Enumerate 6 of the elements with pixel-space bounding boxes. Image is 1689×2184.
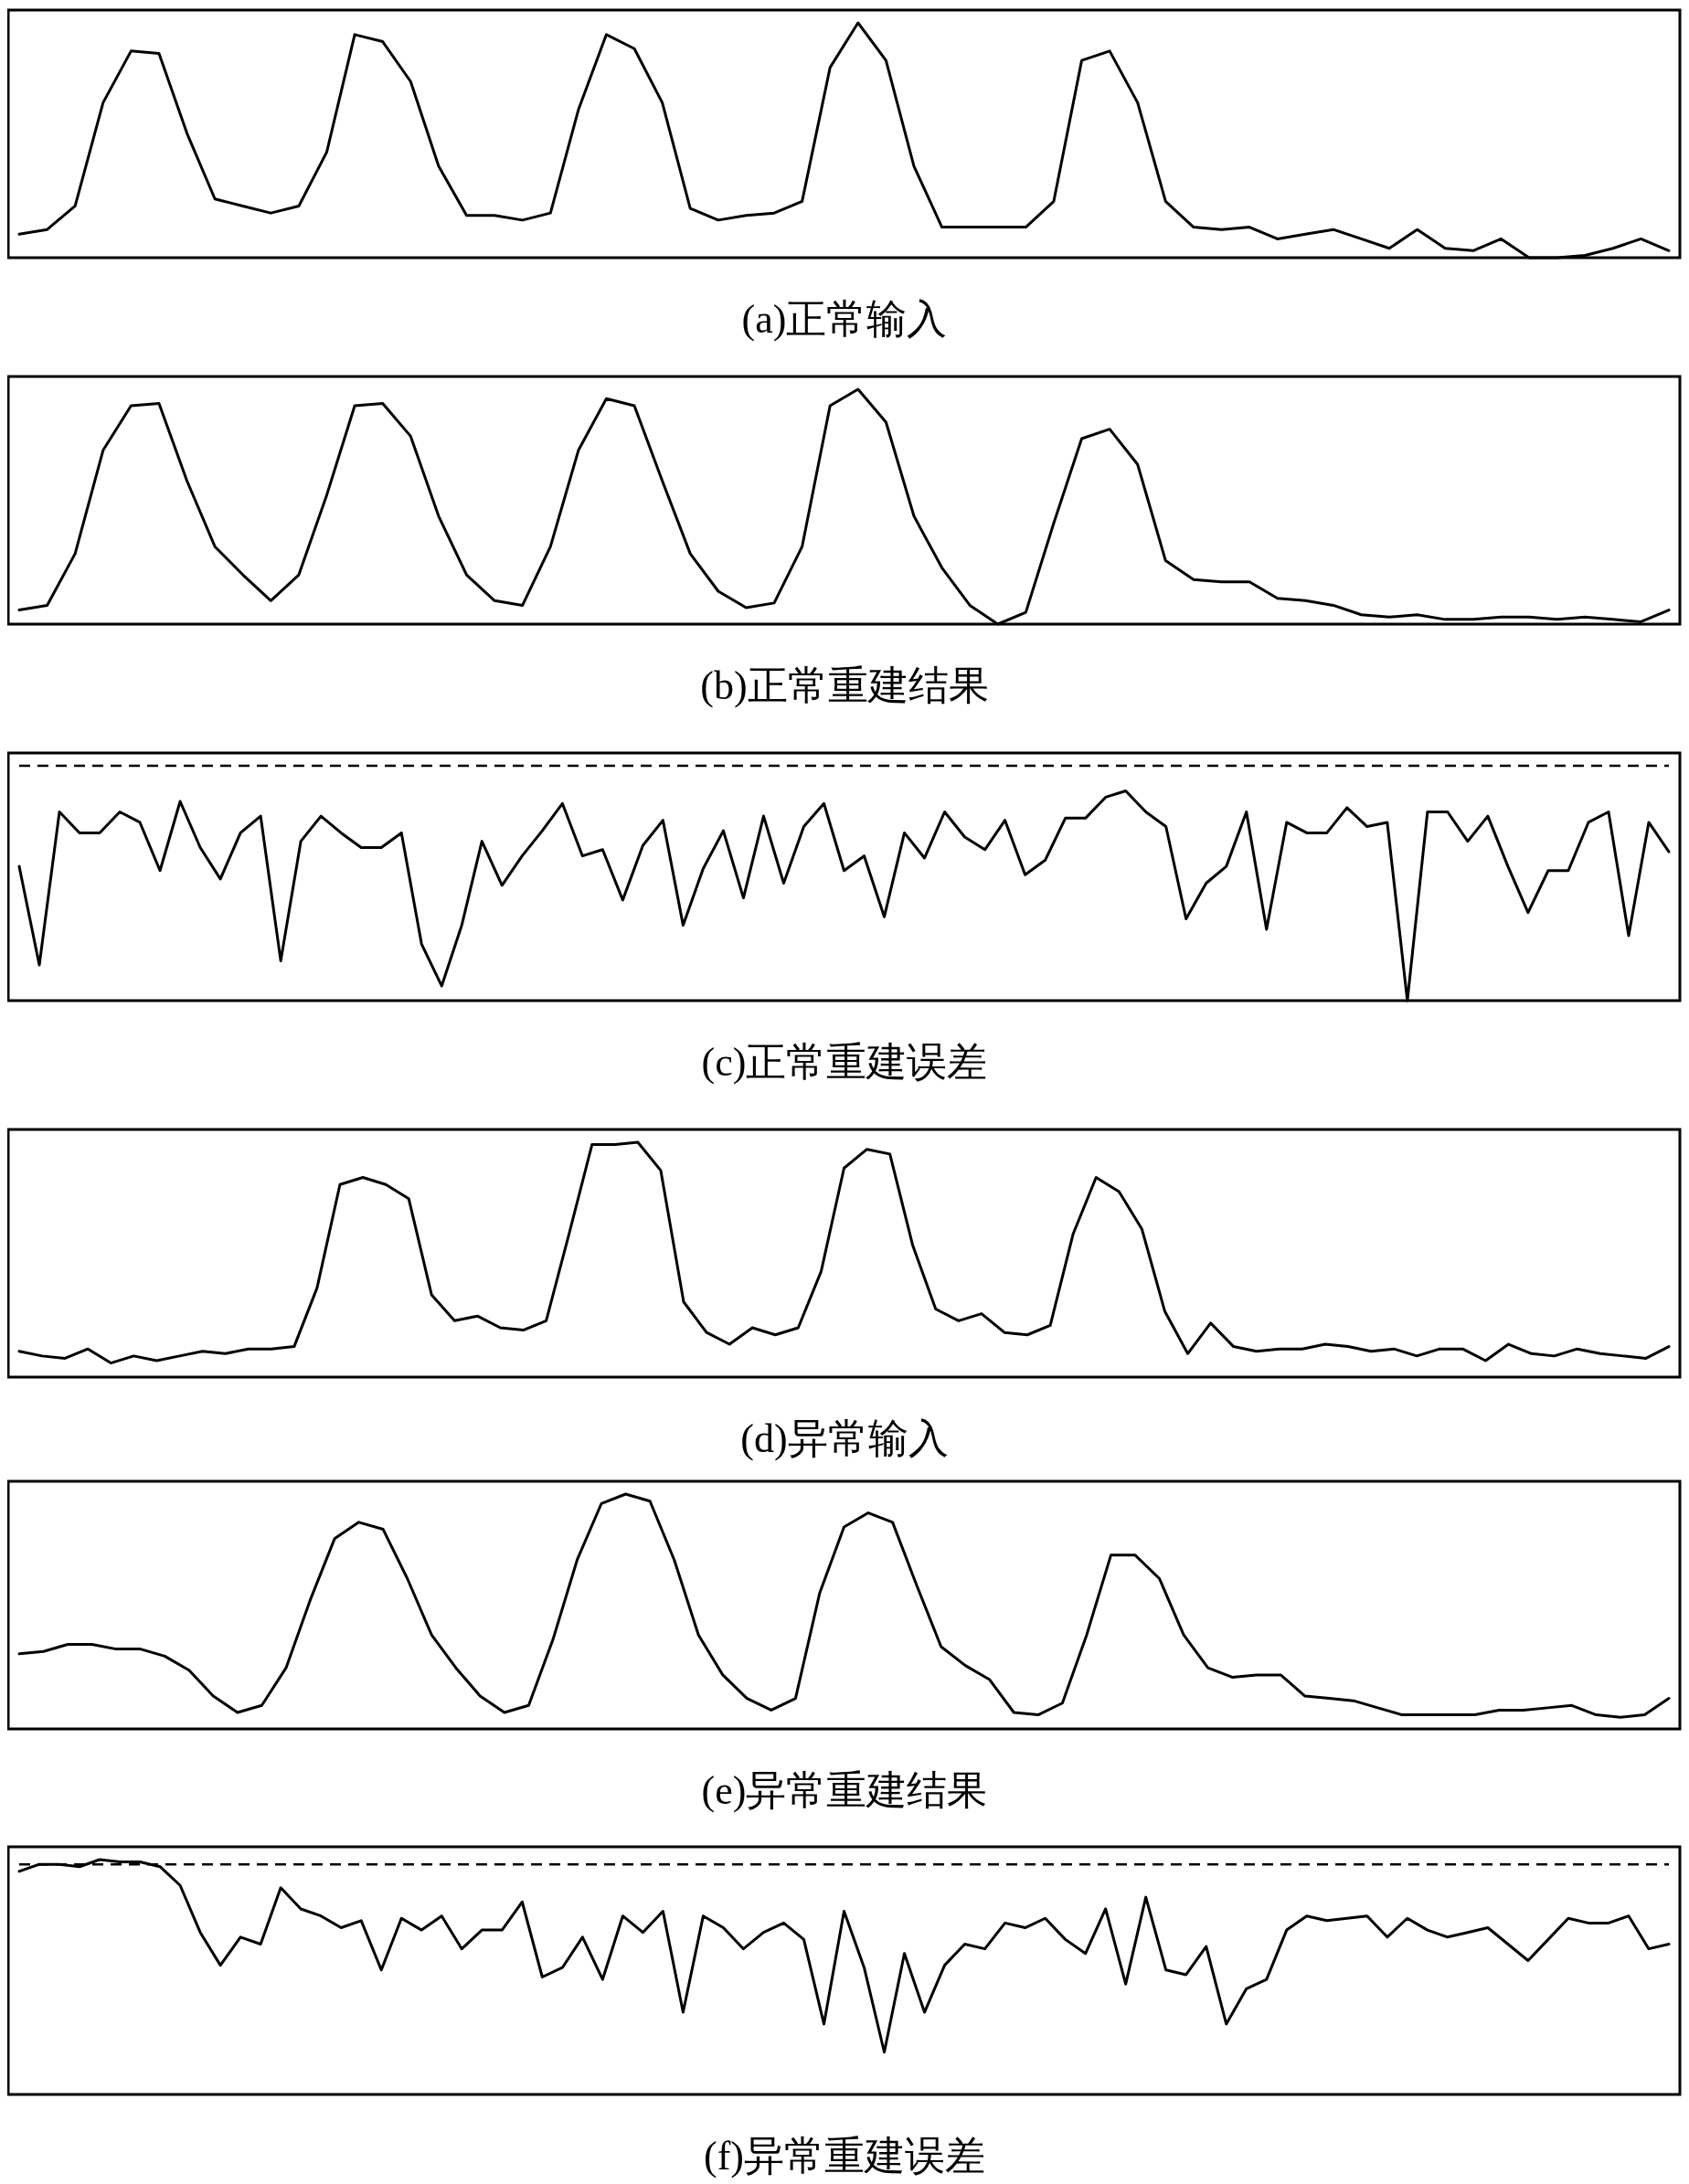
x-axis-title: (a)正常输入 (741, 297, 948, 342)
x-axis-title: (d)异常输入 (740, 1416, 949, 1461)
x-axis-title: (c)正常重建误差 (701, 1040, 988, 1085)
x-axis-title: (b)正常重建结果 (700, 663, 989, 708)
x-axis-title: (e)异常重建结果 (701, 1768, 988, 1813)
x-axis-title: (f)异常重建误差 (704, 2134, 985, 2179)
